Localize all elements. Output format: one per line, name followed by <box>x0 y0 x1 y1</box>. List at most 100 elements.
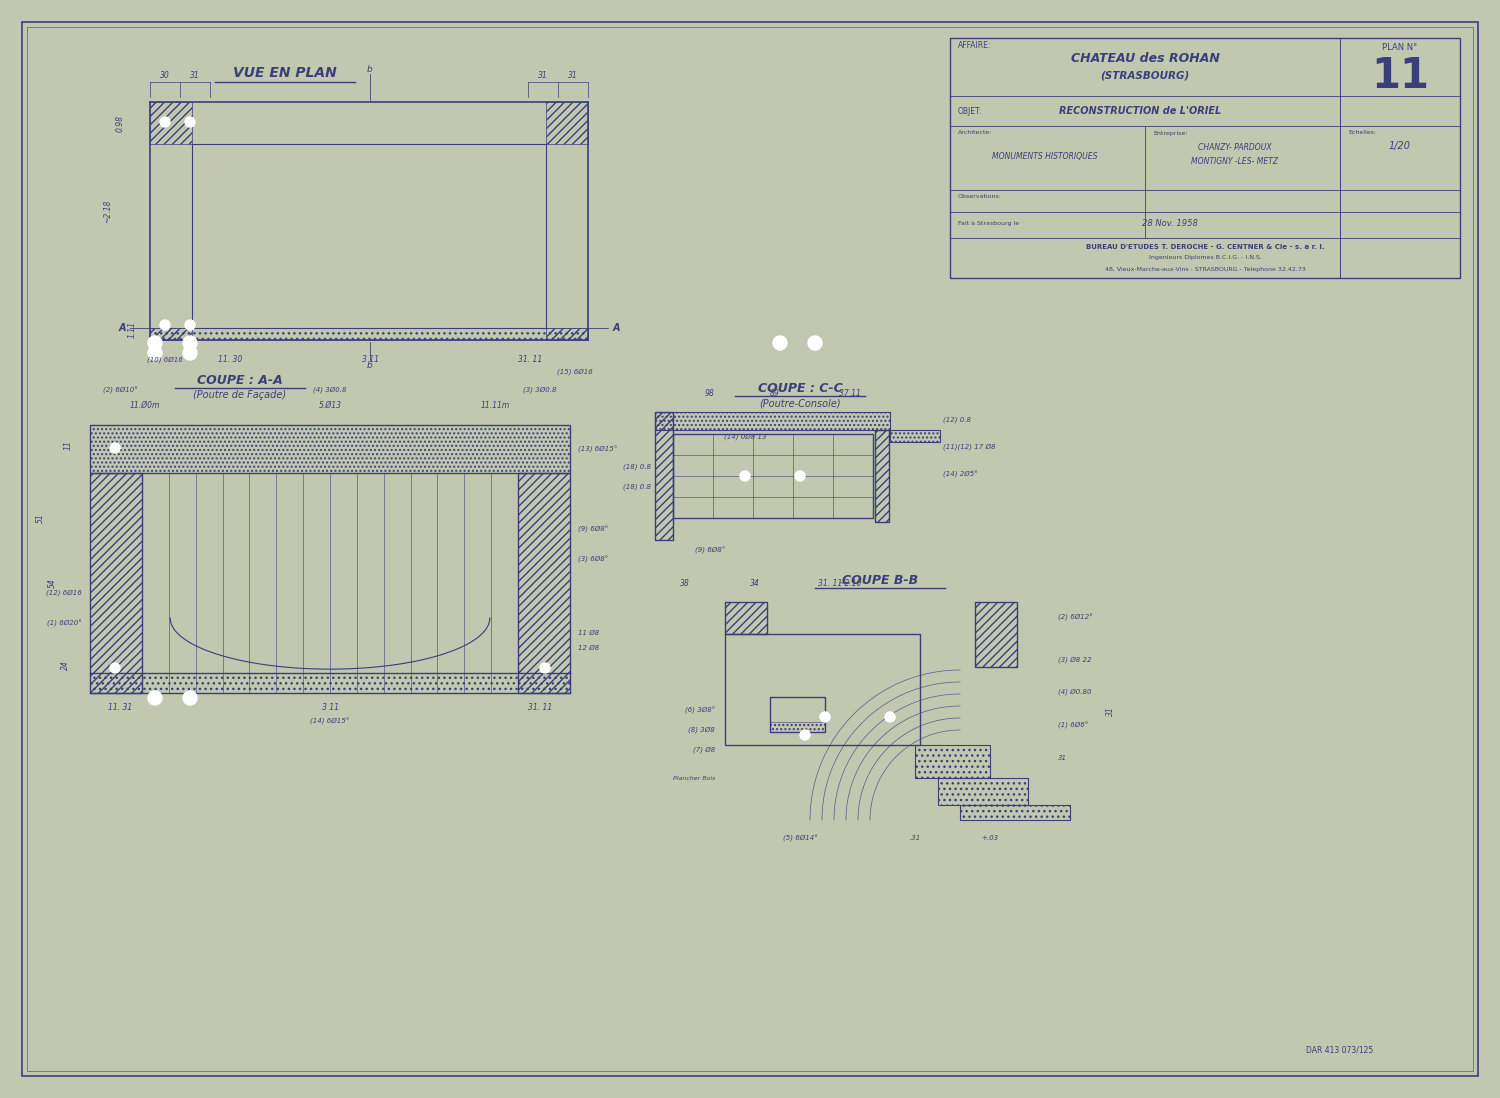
Text: ~2.10: ~2.10 <box>839 580 861 589</box>
Circle shape <box>183 336 196 350</box>
Text: Fait à Strasbourg le: Fait à Strasbourg le <box>958 221 1018 226</box>
Text: 51: 51 <box>36 513 45 523</box>
Text: 31: 31 <box>1058 755 1066 761</box>
Text: PLAN N°: PLAN N° <box>1383 44 1417 53</box>
Text: 31. 11: 31. 11 <box>818 580 842 589</box>
Text: (18) 0.8: (18) 0.8 <box>622 484 651 490</box>
Text: (12) 0.8: (12) 0.8 <box>944 417 970 423</box>
Text: 31: 31 <box>190 70 200 79</box>
Text: (9) 6Ø8°: (9) 6Ø8° <box>694 547 724 553</box>
Text: 3 11: 3 11 <box>362 356 378 365</box>
Text: 3 11: 3 11 <box>321 704 339 713</box>
Text: (2) 6Ø12°: (2) 6Ø12° <box>1058 614 1092 620</box>
Bar <box>960 805 1070 820</box>
Text: (7) Ø8: (7) Ø8 <box>693 747 715 753</box>
Circle shape <box>183 691 196 705</box>
Text: (15) 6Ø16: (15) 6Ø16 <box>556 369 592 376</box>
Bar <box>890 430 940 442</box>
Circle shape <box>110 442 120 453</box>
Text: (1) 6Ø6°: (1) 6Ø6° <box>1058 721 1088 729</box>
Text: 11 Ø8: 11 Ø8 <box>578 630 598 636</box>
Text: (4) Ø0.80: (4) Ø0.80 <box>1058 688 1092 695</box>
Bar <box>546 102 588 144</box>
Circle shape <box>821 712 830 722</box>
Bar <box>950 38 1460 278</box>
Bar <box>90 425 570 473</box>
Text: 38: 38 <box>680 580 690 589</box>
Text: (3) 3Ø0.8: (3) 3Ø0.8 <box>524 386 556 393</box>
Text: Plancher Bois: Plancher Bois <box>672 775 716 781</box>
Text: CHATEAU des ROHAN: CHATEAU des ROHAN <box>1071 52 1220 65</box>
Text: 12 Ø8: 12 Ø8 <box>578 645 598 651</box>
Circle shape <box>148 336 162 350</box>
Text: (11)(12) 17 Ø8: (11)(12) 17 Ø8 <box>944 444 996 450</box>
Text: (4) 3Ø0.8: (4) 3Ø0.8 <box>314 386 346 393</box>
Text: b: b <box>368 65 374 74</box>
Bar <box>915 746 990 778</box>
Circle shape <box>183 346 196 360</box>
Text: (13) 6Ø15°: (13) 6Ø15° <box>578 446 618 452</box>
Text: A: A <box>612 323 620 333</box>
Text: 11.11m: 11.11m <box>480 401 510 410</box>
Text: (3) 6Ø8°: (3) 6Ø8° <box>578 556 609 562</box>
Bar <box>90 473 142 693</box>
Text: 11: 11 <box>63 440 72 450</box>
Bar <box>518 473 570 693</box>
Text: b: b <box>368 360 374 370</box>
Text: 11: 11 <box>1371 55 1430 97</box>
Bar <box>90 673 570 693</box>
Text: (2) 6Ø10°: (2) 6Ø10° <box>102 386 138 393</box>
Text: 31: 31 <box>1106 706 1114 716</box>
Text: (10) 6Ø16: (10) 6Ø16 <box>147 357 183 363</box>
Bar <box>656 412 674 540</box>
Text: (1) 6Ø20°: (1) 6Ø20° <box>48 619 82 627</box>
Text: COUPE B-B: COUPE B-B <box>842 573 918 586</box>
Text: MONTIGNY -LES- METZ: MONTIGNY -LES- METZ <box>1191 157 1278 167</box>
Text: CHANZY- PARDOUX: CHANZY- PARDOUX <box>1198 144 1272 153</box>
Text: COUPE : A-A: COUPE : A-A <box>196 373 284 386</box>
Text: (Poutre de Façade): (Poutre de Façade) <box>194 390 286 400</box>
Circle shape <box>800 730 810 740</box>
Text: (14) 2Ø5°: (14) 2Ø5° <box>944 470 978 478</box>
Bar <box>150 102 192 144</box>
Text: 31: 31 <box>568 70 578 79</box>
Text: 1/20: 1/20 <box>1389 141 1411 152</box>
Bar <box>960 805 1070 820</box>
Text: 0.98: 0.98 <box>116 114 124 132</box>
Bar <box>656 412 890 430</box>
Bar <box>656 412 674 540</box>
Circle shape <box>808 336 822 350</box>
Text: (3) Ø8 22: (3) Ø8 22 <box>1058 657 1092 663</box>
Text: DAR 413 073/125: DAR 413 073/125 <box>1306 1045 1374 1054</box>
Circle shape <box>110 663 120 673</box>
Bar <box>150 328 192 340</box>
Text: Observations:: Observations: <box>958 194 1002 200</box>
Circle shape <box>160 117 170 127</box>
Text: (8) 3Ø8: (8) 3Ø8 <box>688 727 715 733</box>
Text: (6) 3Ø8°: (6) 3Ø8° <box>684 706 716 714</box>
Text: (5) 6Ø14°: (5) 6Ø14° <box>783 834 818 841</box>
Text: 24: 24 <box>60 660 69 670</box>
Text: (STRASBOURG): (STRASBOURG) <box>1101 71 1190 81</box>
Text: 28 Nov. 1958: 28 Nov. 1958 <box>1142 219 1198 227</box>
Bar <box>90 425 570 473</box>
Text: 30: 30 <box>160 70 170 79</box>
Bar <box>975 602 1017 666</box>
Bar <box>518 473 570 693</box>
Text: Echelles:: Echelles: <box>1348 131 1376 135</box>
Bar <box>656 412 890 430</box>
Circle shape <box>148 346 162 360</box>
Text: 11. 31: 11. 31 <box>108 704 132 713</box>
Bar <box>90 473 142 693</box>
Text: (14) 0Ø8 13: (14) 0Ø8 13 <box>723 434 766 440</box>
Text: 31: 31 <box>538 70 548 79</box>
Text: RECONSTRUCTION de L'ORIEL: RECONSTRUCTION de L'ORIEL <box>1059 107 1221 116</box>
Bar <box>938 778 1028 805</box>
Text: +.03: +.03 <box>981 834 999 841</box>
Bar <box>546 328 588 340</box>
Text: 5.Ø13: 5.Ø13 <box>318 401 342 410</box>
Text: AFFAIRE:: AFFAIRE: <box>958 42 992 51</box>
Text: OBJET:: OBJET: <box>958 107 982 115</box>
Text: 37 11: 37 11 <box>839 390 861 399</box>
Circle shape <box>795 471 806 481</box>
